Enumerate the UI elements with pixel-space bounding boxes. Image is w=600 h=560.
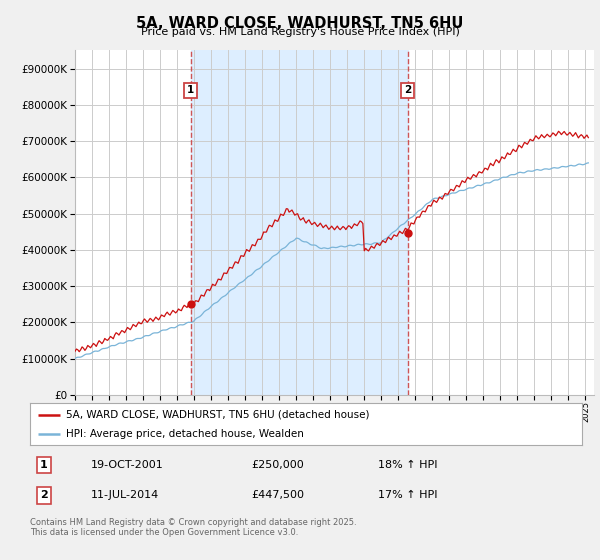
Text: Price paid vs. HM Land Registry's House Price Index (HPI): Price paid vs. HM Land Registry's House … bbox=[140, 27, 460, 37]
Text: 2: 2 bbox=[404, 85, 411, 95]
Text: 11-JUL-2014: 11-JUL-2014 bbox=[91, 491, 159, 501]
Text: 2: 2 bbox=[40, 491, 47, 501]
Text: 18% ↑ HPI: 18% ↑ HPI bbox=[378, 460, 437, 470]
Text: 17% ↑ HPI: 17% ↑ HPI bbox=[378, 491, 437, 501]
Text: 1: 1 bbox=[187, 85, 194, 95]
Text: £250,000: £250,000 bbox=[251, 460, 304, 470]
Text: 5A, WARD CLOSE, WADHURST, TN5 6HU (detached house): 5A, WARD CLOSE, WADHURST, TN5 6HU (detac… bbox=[66, 409, 370, 419]
Text: 5A, WARD CLOSE, WADHURST, TN5 6HU: 5A, WARD CLOSE, WADHURST, TN5 6HU bbox=[136, 16, 464, 31]
Text: £447,500: £447,500 bbox=[251, 491, 304, 501]
Text: 19-OCT-2001: 19-OCT-2001 bbox=[91, 460, 163, 470]
Bar bbox=[191, 50, 407, 395]
Text: 1: 1 bbox=[40, 460, 47, 470]
Text: HPI: Average price, detached house, Wealden: HPI: Average price, detached house, Weal… bbox=[66, 429, 304, 439]
Text: Contains HM Land Registry data © Crown copyright and database right 2025.
This d: Contains HM Land Registry data © Crown c… bbox=[30, 518, 356, 538]
